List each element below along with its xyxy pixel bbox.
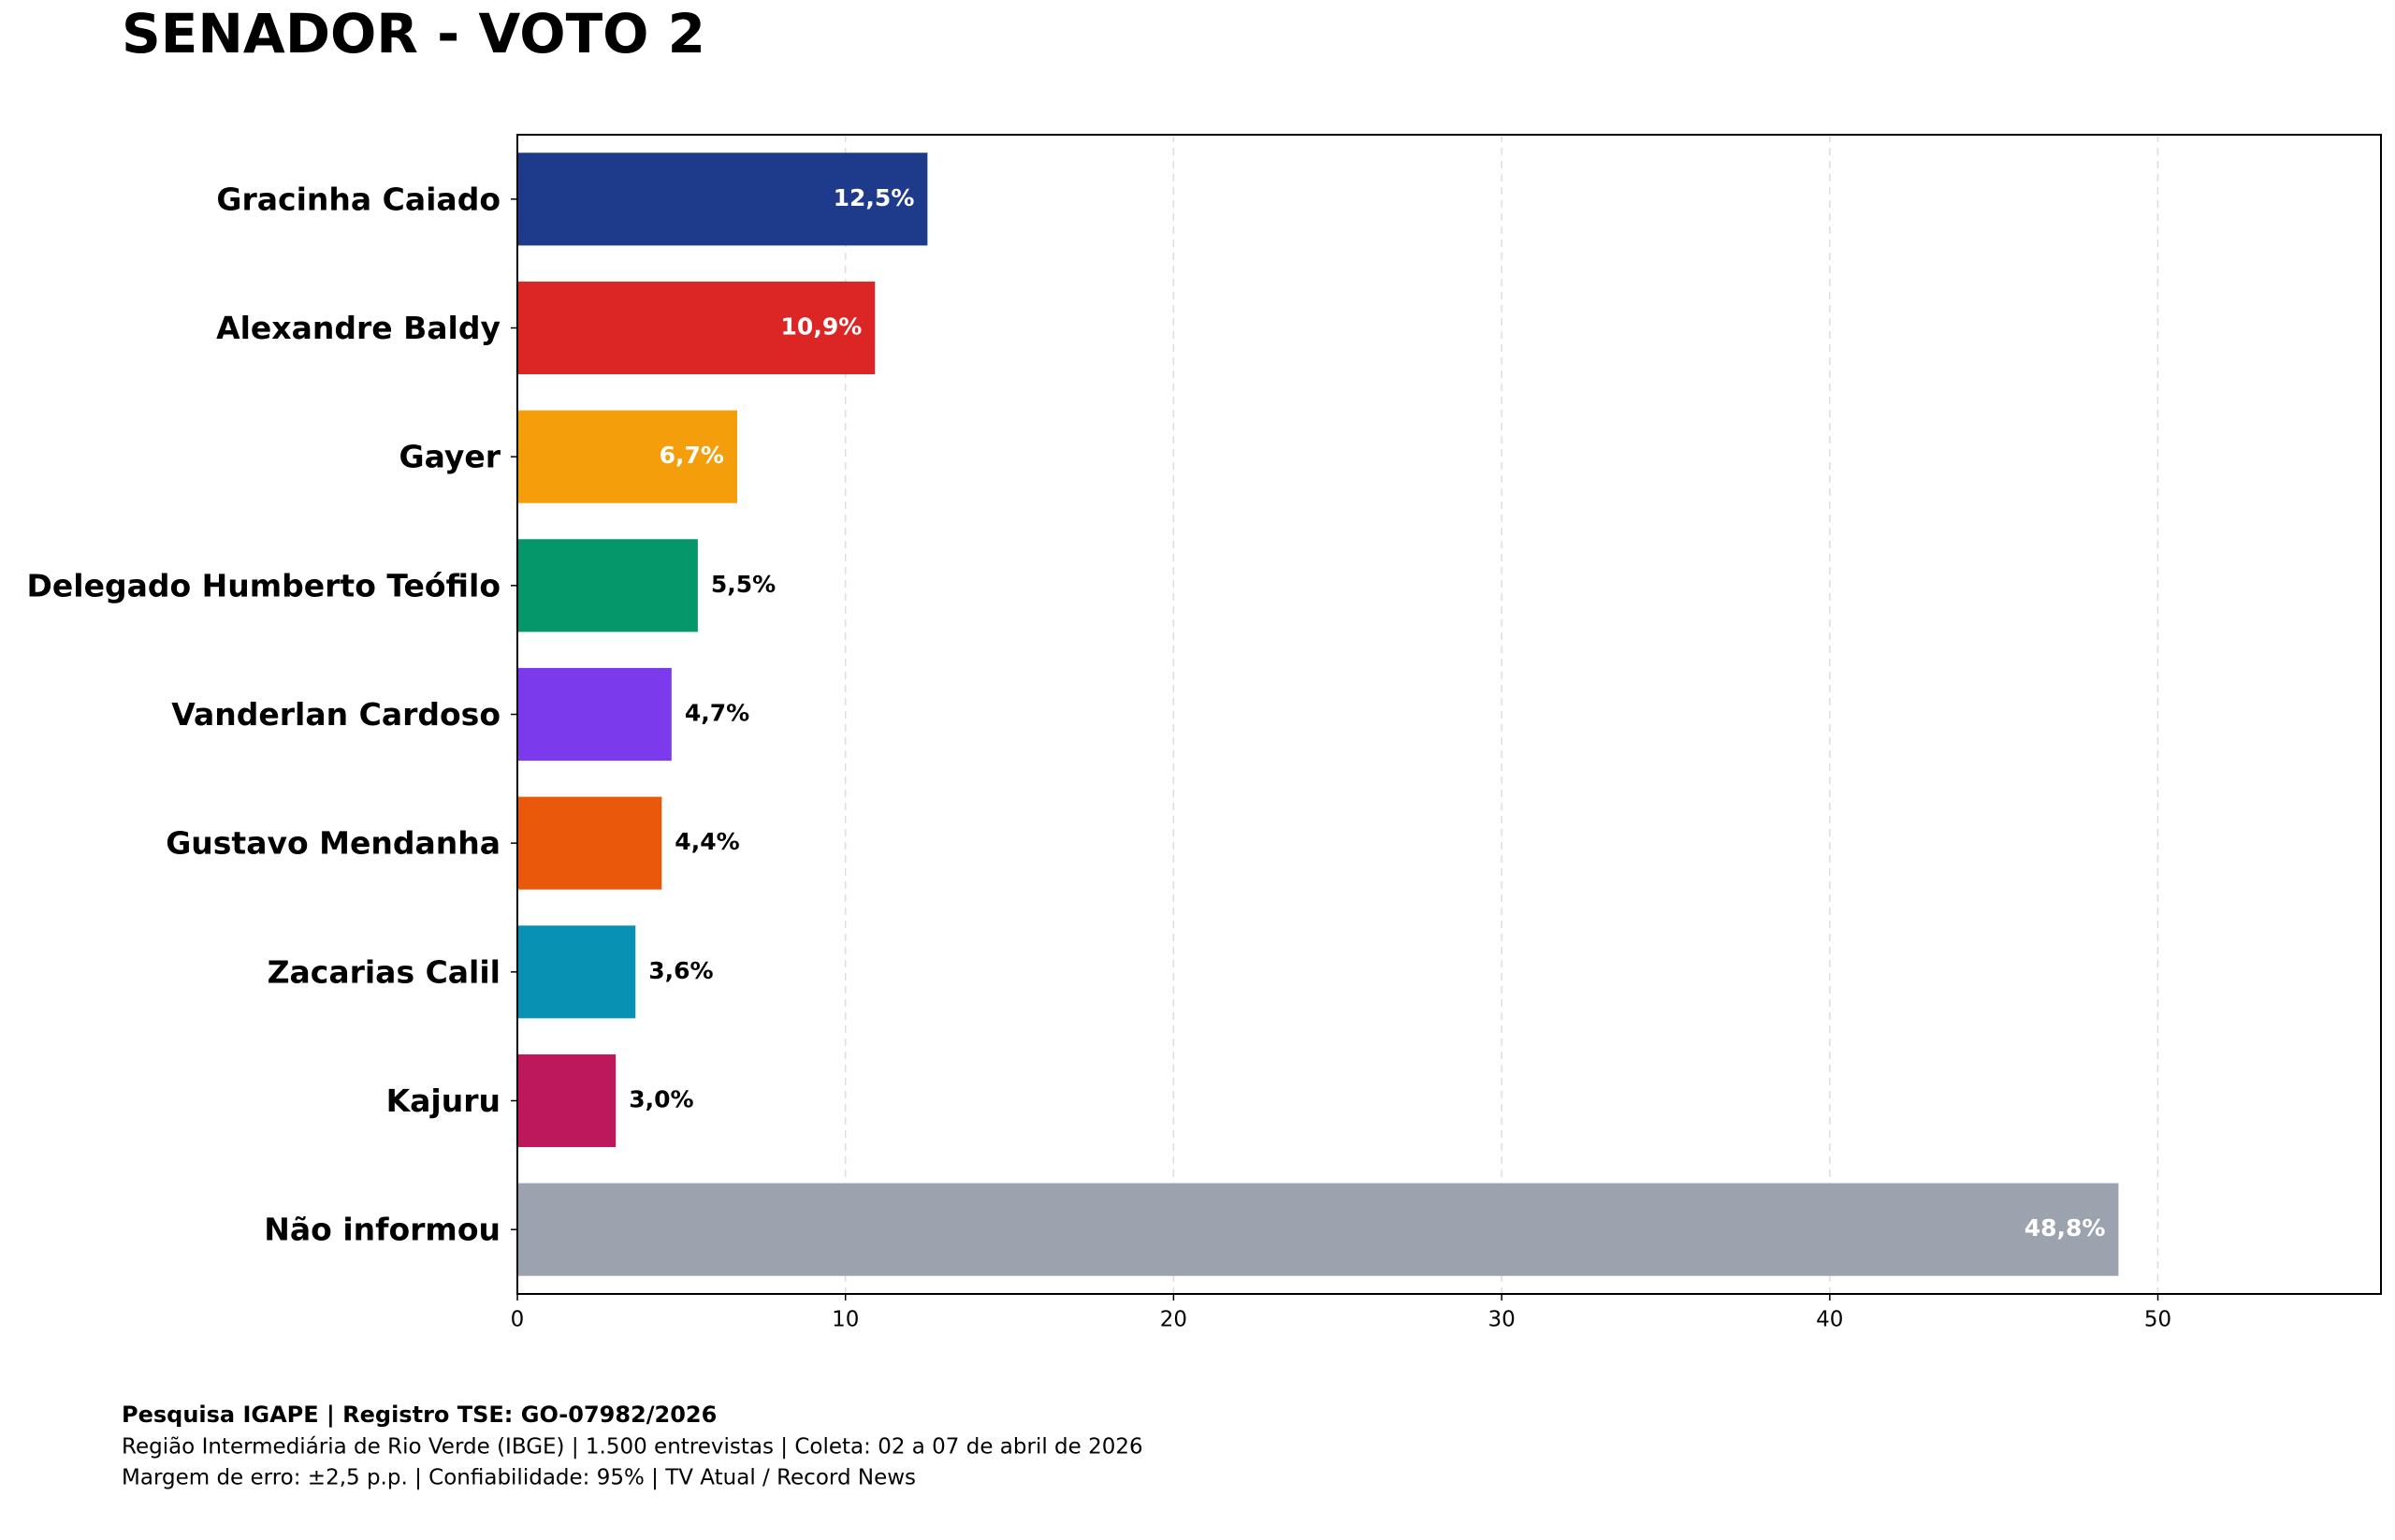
x-tick-label: 50 [2144,1308,2171,1332]
bar [517,1183,2119,1276]
bar [517,1053,617,1148]
x-tick-label: 40 [1816,1308,1843,1332]
value-label: 12,5% [834,184,915,211]
bar [517,925,636,1019]
bar [517,410,737,503]
bar [517,281,876,375]
y-tick-label: Zacarias Calil [268,953,501,990]
y-tick-label: Delegado Humberto Teófilo [27,567,501,603]
y-tick-label: Kajuru [386,1082,501,1119]
footer-line: Margem de erro: ±2,5 p.p. | Confiabilida… [122,1466,916,1490]
chart-title: SENADOR - VOTO 2 [122,2,705,65]
x-tick-label: 30 [1488,1308,1515,1332]
value-label: 6,7% [660,442,724,469]
y-tick-label: Vanderlan Cardoso [171,696,501,733]
y-tick-label: Não informou [264,1212,501,1248]
y-tick-label: Gayer [399,439,501,475]
value-label: 3,6% [648,957,713,984]
x-tick-label: 10 [832,1308,859,1332]
y-tick-label: Gracinha Caiado [216,181,501,217]
value-label: 4,4% [675,828,739,855]
bar [517,153,928,246]
y-tick-label: Gustavo Mendanha [166,825,501,862]
value-label: 3,0% [629,1086,693,1113]
y-tick-label: Alexandre Baldy [216,310,501,346]
bar [517,539,698,632]
value-label: 5,5% [711,571,776,598]
bar [517,796,662,890]
x-tick-label: 0 [511,1308,525,1332]
value-label: 10,9% [781,313,863,341]
footer-line: Pesquisa IGAPE | Registro TSE: GO-07982/… [122,1402,717,1428]
value-label: 4,7% [685,700,749,727]
footer-line: Região Intermediária de Rio Verde (IBGE)… [122,1435,1143,1460]
value-label: 48,8% [2025,1214,2106,1242]
x-tick-label: 20 [1160,1308,1187,1332]
bar [517,667,672,762]
plot-frame [516,134,2382,1295]
